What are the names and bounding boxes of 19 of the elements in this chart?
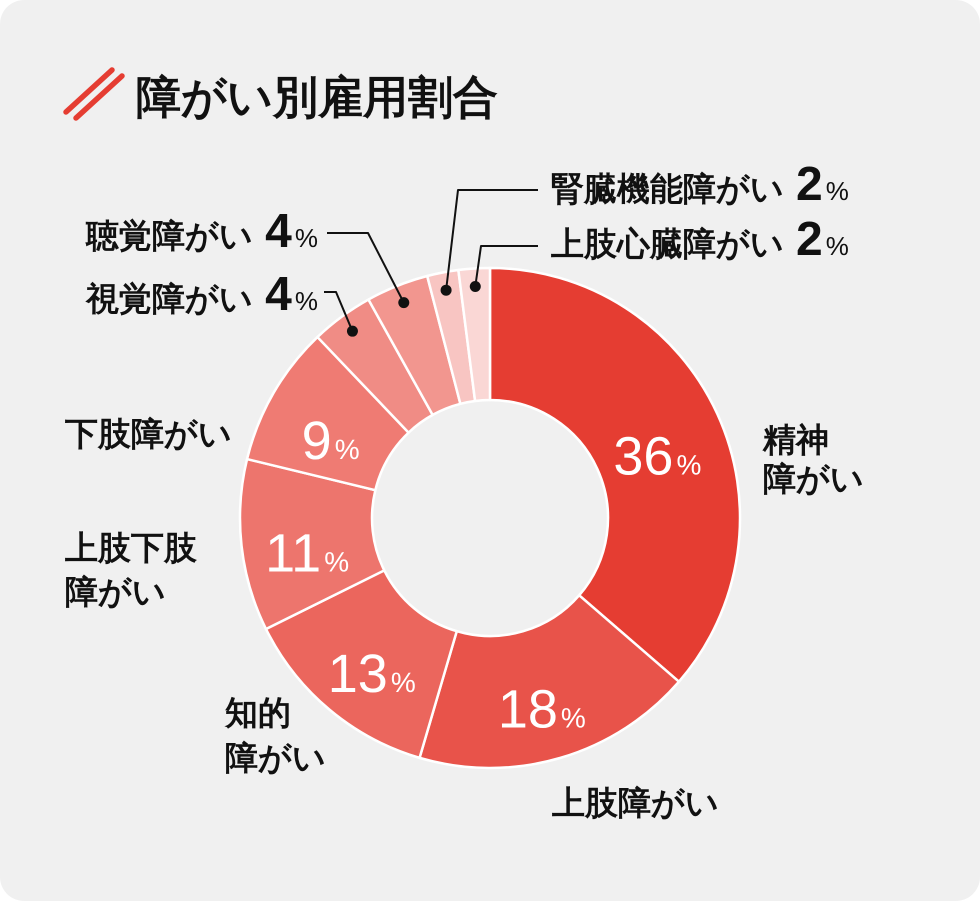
data-label: 2% (796, 213, 849, 266)
slice-label: 精神障がい (762, 420, 864, 498)
slice-label: 腎臓機能障がい (551, 169, 784, 208)
slice-label: 上肢心臓障がい (550, 224, 784, 263)
data-label: 4% (265, 268, 318, 321)
slice-label: 聴覚障がい (85, 216, 254, 255)
slice-label: 視覚障がい (85, 279, 254, 318)
data-label: 9% (302, 411, 360, 471)
slice-label: 下肢障がい (64, 414, 232, 452)
slice-label: 上肢障がい (551, 782, 719, 822)
slice-label: 上肢下肢障がい (64, 528, 198, 610)
data-label: 13% (328, 644, 416, 704)
data-label: 11% (265, 523, 350, 584)
data-label: 2% (796, 158, 849, 211)
slice-label: 知的障がい (224, 692, 326, 776)
data-label: 18% (498, 680, 586, 740)
chart-title: 障がい別雇用割合 (136, 70, 498, 124)
data-label: 4% (265, 205, 318, 258)
data-label: 36% (613, 426, 702, 487)
